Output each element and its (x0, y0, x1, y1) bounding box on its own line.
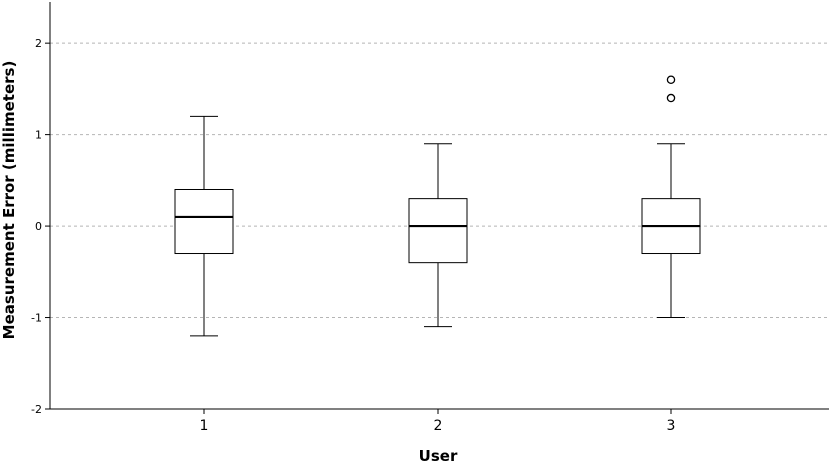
boxes (174, 75, 701, 337)
x-axis-title: User (419, 447, 458, 463)
box-user-1 (174, 115, 234, 337)
outlier-point (666, 75, 676, 84)
box-iqr (408, 198, 468, 264)
y-tick-label: 2 (35, 37, 42, 50)
y-tick-label: -1 (31, 312, 42, 325)
y-tick-label: -2 (31, 403, 42, 416)
box-user-2 (408, 143, 468, 328)
y-axis-title: Measurement Error (millimeters) (0, 61, 18, 340)
y-tick-label: 1 (35, 129, 42, 142)
y-tick-label: 0 (35, 220, 42, 233)
gridlines (50, 42, 829, 319)
x-tick-label: 1 (200, 418, 209, 434)
outlier-point (666, 93, 676, 103)
x-axis-ticks: 1 2 3 (200, 409, 676, 434)
x-tick-label: 2 (434, 418, 443, 434)
box-iqr (174, 188, 234, 255)
x-tick-label: 3 (667, 418, 676, 434)
y-axis-ticks: -2 -1 0 1 2 (31, 37, 50, 416)
box-user-3 (641, 75, 701, 319)
